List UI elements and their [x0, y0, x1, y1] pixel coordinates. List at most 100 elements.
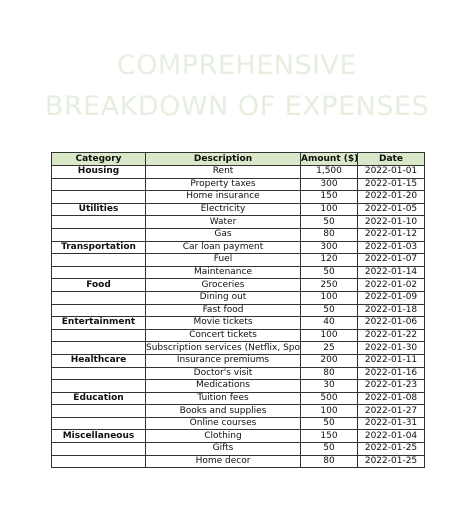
- table-row: Concert tickets 100 2022-01-22: [51, 328, 425, 343]
- amount-cell: 300: [300, 177, 358, 192]
- table-row: Healthcare Insurance premiums 200 2022-01-1…: [51, 353, 425, 368]
- table-row: Online courses 50 2022-01-31: [51, 416, 425, 431]
- category-cell: Education: [51, 391, 146, 406]
- table-row: Dining out 100 2022-01-09: [51, 290, 425, 305]
- date-cell: 2022-01-30: [357, 341, 425, 355]
- category-cell: [51, 303, 146, 318]
- amount-cell: 100: [300, 290, 358, 305]
- description-cell: Movie tickets: [145, 316, 301, 330]
- table-row: Housing Rent 1,500 2022-01-01: [51, 165, 425, 179]
- amount-cell: 120: [300, 253, 358, 267]
- amount-cell: 150: [300, 190, 358, 204]
- date-cell: 2022-01-09: [357, 290, 425, 305]
- amount-cell: 50: [300, 265, 358, 280]
- category-cell: Housing: [51, 165, 146, 179]
- table-row: Gifts 50 2022-01-25: [51, 442, 425, 456]
- amount-cell: 200: [300, 353, 358, 368]
- category-cell: [51, 253, 146, 267]
- amount-cell: 50: [300, 215, 358, 229]
- table-row: Fuel 120 2022-01-07: [51, 253, 425, 267]
- amount-cell: 80: [300, 366, 358, 381]
- amount-cell: 40: [300, 316, 358, 330]
- category-cell: [51, 290, 146, 305]
- category-cell: [51, 454, 146, 469]
- category-cell: [51, 177, 146, 192]
- category-cell: [51, 379, 146, 393]
- amount-cell: 50: [300, 303, 358, 318]
- table-row: Home decor 80 2022-01-25: [51, 454, 425, 469]
- description-cell: Fuel: [145, 253, 301, 267]
- table-row: Education Tuition fees 500 2022-01-08: [51, 391, 425, 406]
- table-row: Utilities Electricity 100 2022-01-05: [51, 202, 425, 217]
- table-row: Food Groceries 250 2022-01-02: [51, 278, 425, 292]
- date-cell: 2022-01-12: [357, 227, 425, 242]
- page-title-line-1: COMPREHENSIVE: [116, 50, 358, 81]
- date-cell: 2022-01-02: [357, 278, 425, 292]
- date-cell: 2022-01-06: [357, 316, 425, 330]
- category-cell: [51, 341, 146, 355]
- amount-cell: 250: [300, 278, 358, 292]
- table-row: Fast food 50 2022-01-18: [51, 303, 425, 318]
- category-cell: [51, 366, 146, 381]
- category-cell: [51, 190, 146, 204]
- column-header-category: Category: [51, 152, 146, 166]
- table-row: Water 50 2022-01-10: [51, 215, 425, 229]
- category-cell: Miscellaneous: [51, 429, 146, 444]
- table-row: Medications 30 2022-01-23: [51, 379, 425, 393]
- date-cell: 2022-01-11: [357, 353, 425, 368]
- date-cell: 2022-01-03: [357, 240, 425, 255]
- description-cell: Gifts: [145, 442, 301, 456]
- amount-cell: 30: [300, 379, 358, 393]
- category-cell: [51, 442, 146, 456]
- expense-table: Category Description Amount ($) Date Hou…: [51, 152, 425, 469]
- description-cell: Car loan payment: [145, 240, 301, 255]
- date-cell: 2022-01-15: [357, 177, 425, 192]
- description-cell: Tuition fees: [145, 391, 301, 406]
- table-row: Doctor's visit 80 2022-01-16: [51, 366, 425, 381]
- description-cell: Online courses: [145, 416, 301, 431]
- date-cell: 2022-01-01: [357, 165, 425, 179]
- page-title-line-2: BREAKDOWN OF EXPENSES: [44, 91, 430, 122]
- date-cell: 2022-01-07: [357, 253, 425, 267]
- description-cell: Water: [145, 215, 301, 229]
- table-header-row: Category Description Amount ($) Date: [51, 152, 425, 166]
- description-cell: Groceries: [145, 278, 301, 292]
- description-cell: Property taxes: [145, 177, 301, 192]
- description-cell: Electricity: [145, 202, 301, 217]
- column-header-amount: Amount ($): [300, 152, 358, 166]
- category-cell: [51, 227, 146, 242]
- amount-cell: 300: [300, 240, 358, 255]
- description-cell: Concert tickets: [145, 328, 301, 343]
- category-cell: [51, 404, 146, 418]
- description-cell: Medications: [145, 379, 301, 393]
- date-cell: 2022-01-04: [357, 429, 425, 444]
- table-row: Books and supplies 100 2022-01-27: [51, 404, 425, 418]
- table-row: Home insurance 150 2022-01-20: [51, 190, 425, 204]
- table-body: Housing Rent 1,500 2022-01-01 Property taxes…: [51, 165, 425, 469]
- table-row: Miscellaneous Clothing 150 2022-01-04: [51, 429, 425, 444]
- category-cell: [51, 328, 146, 343]
- date-cell: 2022-01-14: [357, 265, 425, 280]
- date-cell: 2022-01-16: [357, 366, 425, 381]
- table-row: Property taxes 300 2022-01-15: [51, 177, 425, 192]
- amount-cell: 100: [300, 404, 358, 418]
- column-header-description: Description: [145, 152, 301, 166]
- category-cell: Food: [51, 278, 146, 292]
- amount-cell: 50: [300, 416, 358, 431]
- date-cell: 2022-01-31: [357, 416, 425, 431]
- category-cell: Entertainment: [51, 316, 146, 330]
- amount-cell: 100: [300, 328, 358, 343]
- table-row: Transportation Car loan payment 300 2022-01…: [51, 240, 425, 255]
- date-cell: 2022-01-25: [357, 442, 425, 456]
- amount-cell: 150: [300, 429, 358, 444]
- date-cell: 2022-01-05: [357, 202, 425, 217]
- amount-cell: 1,500: [300, 165, 358, 179]
- amount-cell: 100: [300, 202, 358, 217]
- date-cell: 2022-01-20: [357, 190, 425, 204]
- table-row: Gas 80 2022-01-12: [51, 227, 425, 242]
- amount-cell: 50: [300, 442, 358, 456]
- category-cell: [51, 416, 146, 431]
- column-header-date: Date: [357, 152, 425, 166]
- amount-cell: 80: [300, 454, 358, 469]
- description-cell: Rent: [145, 165, 301, 179]
